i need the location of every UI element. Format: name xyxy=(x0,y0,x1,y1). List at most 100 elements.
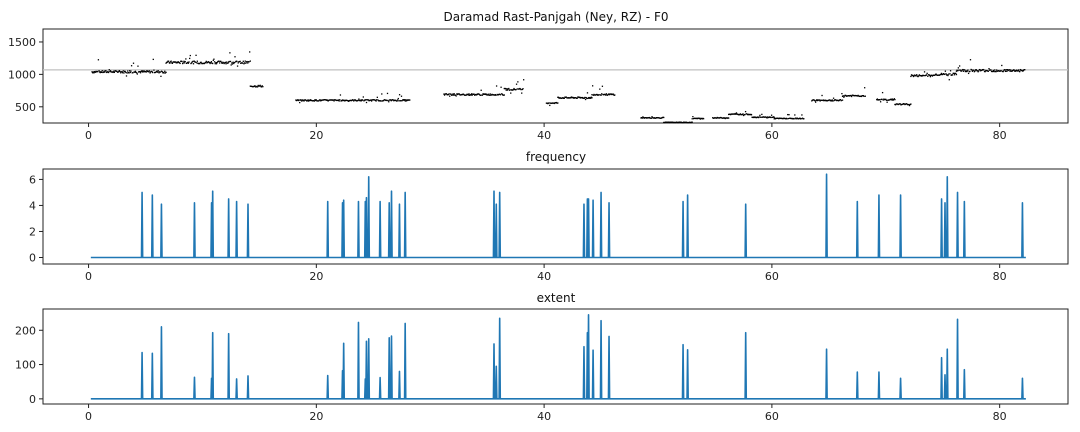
f0-point xyxy=(701,118,703,120)
f0-point xyxy=(841,95,844,98)
f0-point xyxy=(307,100,310,102)
f0-point xyxy=(400,95,403,97)
f0-point xyxy=(739,113,742,115)
f0-point xyxy=(759,116,762,118)
f0-point xyxy=(702,118,705,120)
f0-point xyxy=(655,117,657,119)
f0-point xyxy=(605,93,607,95)
f0-point xyxy=(365,99,367,101)
f0-point xyxy=(934,74,936,76)
f0-point xyxy=(509,89,511,91)
f0-point xyxy=(953,72,955,74)
f0-point xyxy=(737,113,739,115)
f0-point xyxy=(151,71,154,74)
y-tick-label: 1500 xyxy=(8,36,36,49)
f0-point xyxy=(652,117,654,119)
f0-point xyxy=(388,101,390,103)
f0-point xyxy=(468,93,470,95)
f0-point xyxy=(695,117,697,120)
f0-point xyxy=(600,94,602,96)
f0-point xyxy=(380,100,382,102)
f0-point xyxy=(588,97,591,99)
f0-point xyxy=(659,117,661,119)
f0-point xyxy=(1017,70,1019,72)
f0-point xyxy=(443,93,445,95)
f0-point xyxy=(584,98,587,101)
f0-contour-segment xyxy=(165,51,251,67)
f0-point xyxy=(521,88,524,91)
f0-point xyxy=(731,113,734,115)
f0-point xyxy=(504,87,507,90)
f0-point xyxy=(881,91,884,94)
f0-point xyxy=(242,60,244,62)
f0-point xyxy=(224,61,227,64)
f0-point xyxy=(743,113,745,116)
f0-point xyxy=(692,116,694,118)
f0-point xyxy=(910,103,912,105)
f0-point xyxy=(381,93,383,95)
f0-point xyxy=(729,113,732,116)
f0-point xyxy=(352,99,354,101)
f0-point xyxy=(722,117,724,119)
f0-point xyxy=(657,117,660,119)
f0-point xyxy=(237,62,239,64)
f0-point xyxy=(586,92,589,94)
f0-point xyxy=(513,87,515,90)
f0-point xyxy=(655,117,658,119)
f0-point xyxy=(124,70,126,73)
f0-point xyxy=(700,117,703,120)
f0-point xyxy=(591,85,594,87)
f0-point xyxy=(488,94,491,96)
f0-contour-segment xyxy=(728,110,753,117)
f0-point xyxy=(165,71,167,74)
f0-point xyxy=(160,75,162,78)
f0-point xyxy=(1005,69,1007,71)
f0-point xyxy=(156,70,158,72)
f0-point xyxy=(218,60,220,62)
f0-point xyxy=(1015,69,1018,71)
f0-point xyxy=(653,117,655,119)
f0-point xyxy=(105,70,107,72)
f0-point xyxy=(359,100,361,102)
f0-point xyxy=(598,94,600,96)
f0-point xyxy=(927,74,930,76)
f0-point xyxy=(376,99,378,101)
f0-point xyxy=(353,100,355,102)
f0-contour-segment xyxy=(811,92,844,103)
x-tick-label: 60 xyxy=(765,129,779,142)
f0-contour-segment xyxy=(750,113,775,119)
y-tick-label: 0 xyxy=(29,393,36,406)
f0-point xyxy=(612,93,614,96)
f0-point xyxy=(445,93,448,95)
f0-point xyxy=(125,75,128,77)
f0-point xyxy=(132,62,135,64)
f0-point xyxy=(478,93,480,95)
f0-point xyxy=(159,71,161,73)
f0-point xyxy=(338,100,340,102)
f0-point xyxy=(957,70,959,72)
f0-point xyxy=(732,113,734,115)
f0-point xyxy=(506,89,509,91)
f0-point xyxy=(787,117,790,120)
f0-point xyxy=(261,85,263,87)
f0-point xyxy=(307,99,309,101)
f0-point xyxy=(233,61,236,64)
f0-point xyxy=(878,98,880,101)
f0-point xyxy=(401,100,403,102)
f0-point xyxy=(994,69,996,71)
f0-point xyxy=(215,63,218,65)
f0-contour-segment xyxy=(691,116,705,120)
f0-point xyxy=(860,95,862,97)
f0-point xyxy=(586,97,588,100)
x-tick-label: 60 xyxy=(765,410,779,423)
f0-point xyxy=(856,95,858,97)
f0-point xyxy=(855,94,857,97)
f0-point xyxy=(1001,64,1003,67)
f0-point xyxy=(122,70,124,72)
f0-point xyxy=(754,116,756,119)
f0-point xyxy=(134,70,137,72)
f0-point xyxy=(179,62,181,65)
f0-point xyxy=(127,70,129,72)
f0-point xyxy=(612,93,615,95)
f0-point xyxy=(489,93,491,95)
